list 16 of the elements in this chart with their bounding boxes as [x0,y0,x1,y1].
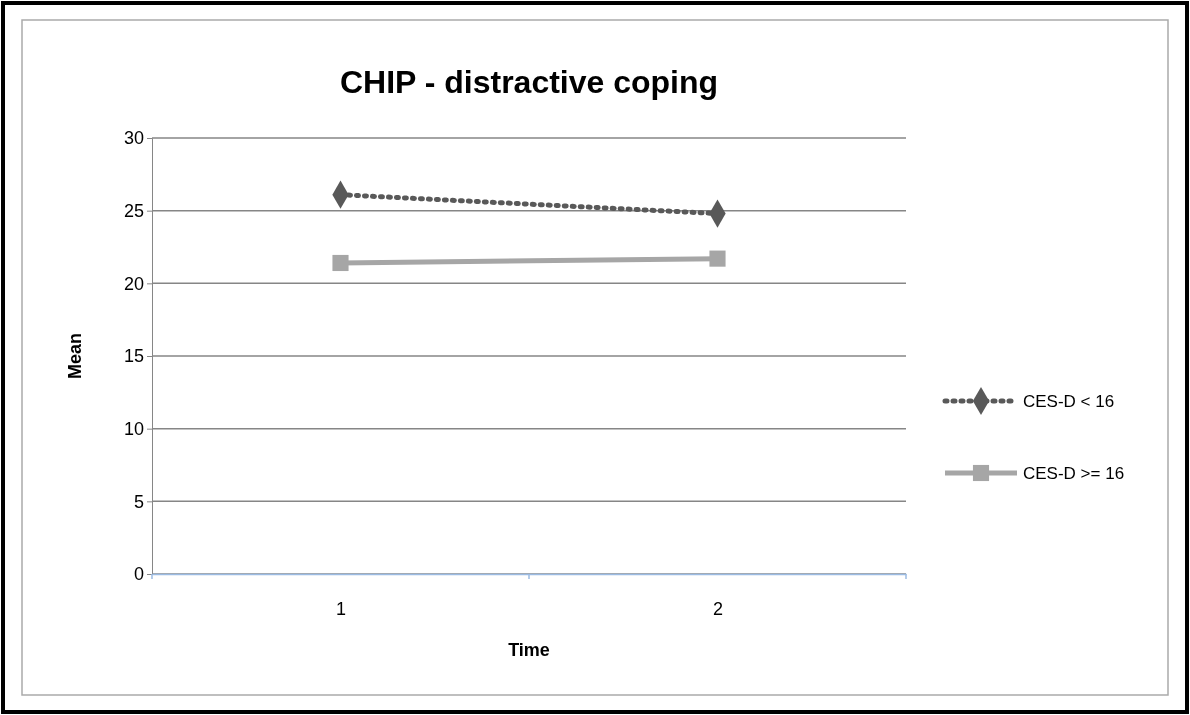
legend-label: CES-D < 16 [1023,392,1115,411]
x-tick-label: 1 [335,598,347,619]
x-axis-title: Time [508,640,550,660]
y-tick-label: 10 [123,418,144,439]
legend-label: CES-D >= 16 [1023,464,1125,483]
y-tick-label: 25 [123,200,144,221]
point [332,254,349,272]
point [709,250,726,267]
y-tick-label: 5 [133,491,144,512]
y-axis-title: Mean [65,332,85,380]
y-tick-label: 15 [123,346,144,367]
chart-title: CHIP - distractive coping [339,64,719,100]
y-tick-label: 30 [123,128,144,149]
x-tick-label: 2 [712,598,724,619]
y-tick-label: 0 [133,564,144,585]
y-tick-label: 20 [123,273,144,294]
